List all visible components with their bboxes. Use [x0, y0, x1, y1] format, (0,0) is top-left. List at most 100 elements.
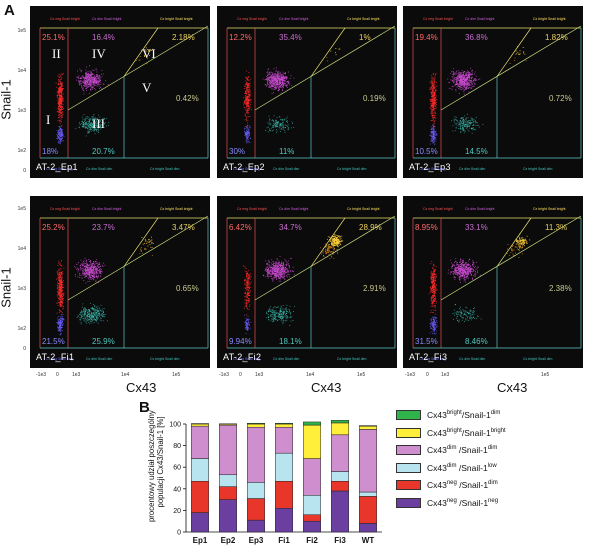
legend-label: Cx43dim /Snail-1low: [427, 463, 497, 473]
gates: [412, 25, 582, 159]
panel-a-x-axis-title-3: Cx43: [497, 380, 528, 395]
flow-plot-canvas: Cx neg Snail bright Cx neg Snail neg Cx di…: [226, 17, 396, 171]
y-tick: 1e5: [17, 206, 26, 212]
bar-segment-dim-low: [331, 471, 349, 482]
legend-label: Cx43dim /Snail-1dim: [427, 445, 497, 455]
x-tick: 1e3: [441, 372, 450, 378]
legend-label-part: /Snail-1: [456, 480, 489, 490]
flow-plot-canvas: Cx neg Snail bright Cx neg Snail neg Cx di…: [39, 17, 209, 171]
y-axis-label-line2: populacji Cx43/Snail-1 [%]: [156, 416, 165, 507]
dot-cloud: [55, 47, 154, 145]
gates: [39, 25, 209, 159]
sample-label: AT-2_Fi2: [223, 352, 262, 362]
y-tick-label: 0: [177, 530, 181, 537]
y-axis-label-line1: procentowy udział poszczególnych: [148, 410, 156, 522]
gate-header-label: Cx neg Snail bright: [237, 17, 267, 21]
gate-footer-label: Cx neg Snail neg: [419, 167, 446, 171]
gate-footer-label: Cx bright Snail dim: [150, 357, 179, 361]
quadrant-percentage-i: 9.94%: [229, 337, 252, 346]
legend-label-sup: dim: [446, 445, 457, 452]
y-tick-label: 20: [173, 508, 181, 515]
legend-label-sup: bright: [446, 427, 462, 434]
legend-label-part: /Snail-1: [456, 445, 488, 455]
x-category-label: Ep1: [193, 536, 208, 545]
bar-segment-dim-dim: [303, 458, 321, 496]
y-tick: 0: [23, 168, 26, 174]
gate-header-label: Cx neg Snail bright: [50, 207, 80, 211]
flow-plot: Cx neg Snail bright Cx neg Snail neg Cx di…: [217, 6, 397, 178]
gate-footer-label: Cx neg Snail neg: [233, 357, 260, 361]
quadrant-percentage-v: 2.91%: [363, 284, 386, 293]
x-tick: -1e3: [219, 372, 230, 378]
gate-header-label: Cx bright Snail bright: [347, 207, 380, 211]
legend-label: Cx43neg /Snail-1neg: [427, 498, 498, 508]
quadrant-percentage-i: 18%: [42, 147, 58, 156]
gate-header-label: Cx dim Snail bright: [279, 17, 308, 21]
legend-label: Cx43bright/Snail-1dim: [427, 410, 500, 420]
y-tick: 1e4: [17, 246, 26, 252]
legend-label-sup: low: [487, 462, 497, 469]
flow-plot: Cx neg Snail bright Cx neg Snail neg Cx di…: [403, 6, 583, 178]
gate-footer-label: Cx dim Snail dim: [459, 167, 485, 171]
gate-footer-label: Cx neg Snail neg: [419, 357, 446, 361]
gates: [412, 215, 582, 349]
quadrant-percentage-vi: 1%: [359, 33, 371, 42]
bar-segment-bright-dim: [275, 422, 293, 425]
dot-cloud: [428, 233, 531, 335]
bar-segment-dim-low: [191, 458, 209, 482]
gates: [226, 215, 396, 349]
bar-segment-dim-low: [303, 495, 321, 515]
bar-segment-neg-dim: [303, 514, 321, 522]
quadrant-percentage-iii: 25.9%: [92, 337, 115, 346]
x-tick: 1e4: [306, 372, 315, 378]
flow-plot: Cx neg Snail bright Cx neg Snail neg Cx di…: [403, 196, 583, 368]
gate-footer-label: Cx dim Snail dim: [86, 167, 112, 171]
quadrant-percentage-iii: 11%: [279, 147, 294, 156]
x-category-label: Ep3: [249, 536, 264, 545]
gate-footer-label: Cx bright Snail dim: [337, 167, 366, 171]
flow-plot-canvas: Cx neg Snail bright Cx neg Snail neg Cx di…: [412, 17, 582, 171]
bar-segment-bright-bright: [331, 422, 349, 436]
quadrant-numeral-iii: III: [92, 116, 105, 131]
quadrant-percentage-i: 31.5%: [415, 337, 438, 346]
legend-label-part: /Snail-1: [461, 427, 491, 438]
quadrant-percentage-v: 0.42%: [176, 94, 199, 103]
quadrant-percentage-ii: 12.2%: [229, 33, 252, 42]
legend-item: Cx43neg /Snail-1dim: [396, 478, 498, 492]
gate-header-label: Cx dim Snail bright: [465, 17, 494, 21]
quadrant-percentage-iv: 34.7%: [279, 223, 302, 232]
bar-segment-dim-low: [247, 482, 265, 499]
legend-label-part: /Snail-1: [456, 497, 489, 508]
y-tick: 1e3: [17, 108, 26, 114]
panel-a-x-axis-title-1: Cx43: [126, 380, 157, 395]
quadrant-percentage-iii: 8.46%: [465, 337, 488, 346]
gate-header-label: Cx dim Snail bright: [92, 207, 121, 211]
gate-header-label: Cx neg Snail bright: [423, 207, 453, 211]
legend-label-sup: dim: [488, 480, 498, 487]
legend-label-sup: neg: [446, 497, 457, 504]
quadrant-numeral-ii: II: [52, 46, 61, 61]
bar-segment-dim-low: [219, 474, 237, 487]
legend-label-part: /Snail-1: [461, 410, 491, 420]
gate-footer-label: Cx dim Snail dim: [86, 357, 112, 361]
legend-swatch: [396, 462, 421, 473]
bar-segment-neg-neg: [219, 499, 237, 533]
legend-item: Cx43neg /Snail-1neg: [396, 496, 498, 510]
y-ticks-row2: 1e5 1e4 1e3 1e2 0: [12, 198, 26, 358]
bar-segment-dim-dim: [191, 425, 209, 459]
gate-footer-label: Cx dim Snail dim: [459, 357, 485, 361]
dot-cloud: [56, 236, 154, 336]
quadrant-percentage-v: 0.65%: [176, 284, 199, 293]
quadrant-percentage-vi: 11.3%: [545, 223, 567, 232]
quadrant-percentage-v: 0.72%: [549, 94, 572, 103]
gate-header-label: Cx neg Snail bright: [50, 17, 80, 21]
x-category-label: WT: [362, 536, 375, 545]
x-ticks: -1e3 0 1e3 1e4 1e5 -1e3 0 1e3 1e4 1e5 -1…: [0, 372, 598, 382]
legend-label: Cx43neg /Snail-1dim: [427, 480, 498, 490]
legend-label-part: Cx43: [427, 445, 447, 455]
legend-label-sup: dim: [490, 410, 501, 417]
bar-segment-dim-dim: [359, 429, 377, 493]
legend-label-part: Cx43: [427, 410, 447, 420]
sample-label: AT-2_Fi1: [36, 352, 75, 362]
quadrant-numeral-vi: VI: [142, 46, 156, 61]
